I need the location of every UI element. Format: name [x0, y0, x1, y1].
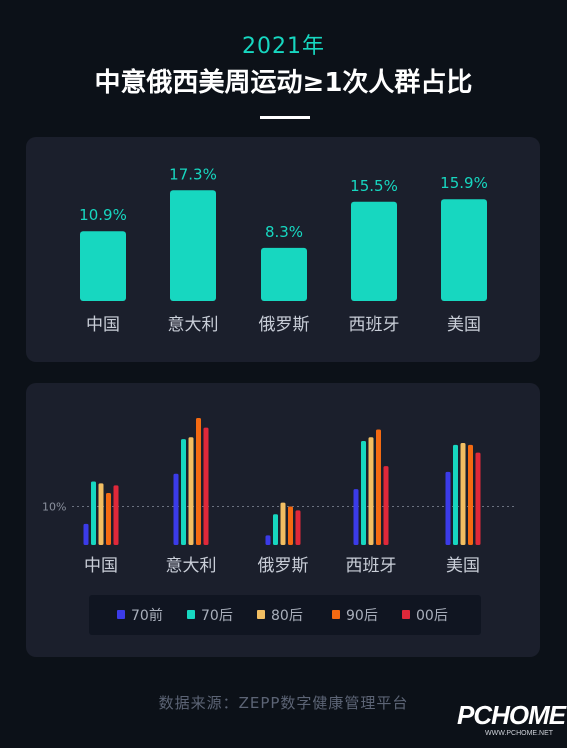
bar-2-2 — [280, 502, 286, 545]
bar-1-0 — [173, 473, 179, 545]
bar-3-3 — [376, 429, 381, 545]
bar-value-label: 15.9% — [440, 174, 488, 192]
bar-value-label: 15.5% — [350, 177, 398, 195]
legend-box — [89, 595, 481, 635]
bar-1-1 — [181, 439, 186, 545]
bar-1-2 — [188, 437, 194, 545]
bar-0-0 — [83, 523, 89, 545]
legend-label: 80后 — [271, 608, 303, 624]
legend-swatch — [332, 610, 340, 619]
overall-bar-chart-panel: 10.9% 中国 17.3% 意大利 8.3% 俄罗斯 15.5% 西班牙 15.9% 美国 — [26, 137, 540, 362]
category-label: 西班牙 — [346, 556, 397, 576]
category-label: 俄罗斯 — [258, 556, 309, 576]
bar-value-label: 8.3% — [265, 223, 303, 241]
bar-2-0 — [265, 535, 271, 545]
bar-value-label: 17.3% — [169, 165, 217, 183]
legend-swatch — [117, 610, 125, 619]
category-label: 西班牙 — [349, 315, 400, 335]
category-label: 中国 — [84, 556, 118, 576]
reference-line-label: 10% — [42, 501, 66, 514]
chart-year: 2021年 — [242, 34, 325, 59]
pchome-logo: PCHOME WWW.PCHOME.NET — [457, 700, 567, 748]
category-label: 俄罗斯 — [259, 315, 310, 335]
bar-1-4 — [203, 427, 209, 545]
bar-2-3 — [288, 506, 293, 545]
category-label: 意大利 — [168, 315, 219, 335]
title-underline — [260, 116, 310, 119]
bar-2-4 — [295, 510, 301, 545]
bar-3-4 — [383, 466, 389, 545]
bar-4-3 — [468, 444, 473, 545]
bar-2-1 — [273, 514, 278, 545]
data-source-note: 数据来源：ZEPP数字健康管理平台 — [158, 694, 409, 712]
bar-value-label: 10.9% — [79, 206, 127, 224]
bar-4-4 — [475, 452, 481, 545]
legend-label: 90后 — [346, 608, 378, 624]
bar-0-4 — [113, 485, 119, 545]
bar-3-0 — [353, 489, 359, 545]
category-label: 美国 — [447, 315, 481, 335]
logo-url: WWW.PCHOME.NET — [485, 730, 554, 737]
category-label: 意大利 — [166, 556, 217, 576]
overall-bar-chart: 10.9% 中国 17.3% 意大利 8.3% 俄罗斯 15.5% 西班牙 15.9% 美国 — [79, 165, 488, 335]
bar-0-2 — [98, 483, 104, 545]
category-label: 中国 — [86, 315, 120, 335]
legend-swatch — [402, 610, 410, 619]
bar-0-3 — [106, 493, 111, 545]
category-label: 美国 — [446, 556, 480, 576]
legend-swatch — [257, 610, 265, 619]
bar-4-1 — [453, 444, 458, 545]
bar-3-2 — [368, 437, 374, 545]
generation-bar-chart-panel: 10% 中国 意大利 俄罗斯 西班牙 美国 70前 70后 80后 90后 00后 — [26, 383, 540, 657]
generation-bar-chart: 10% 中国 意大利 俄罗斯 西班牙 美国 70前 70后 80后 90后 00后 — [42, 417, 514, 635]
bar-1 — [170, 190, 216, 301]
legend-label: 00后 — [416, 608, 448, 624]
legend-label: 70后 — [201, 608, 233, 624]
bar-4-0 — [445, 471, 451, 545]
bar-3 — [351, 201, 397, 301]
bar-0-1 — [91, 481, 96, 545]
bar-4 — [441, 199, 487, 301]
bar-3-1 — [361, 441, 366, 545]
legend-swatch — [187, 610, 195, 619]
chart-title: 中意俄西美周运动≥1次人群占比 — [94, 68, 473, 98]
bar-1-3 — [196, 417, 201, 545]
bar-0 — [80, 231, 126, 301]
bar-2 — [261, 247, 307, 301]
logo-text: PCHOME — [457, 700, 566, 730]
bar-4-2 — [460, 442, 466, 545]
legend-label: 70前 — [131, 607, 163, 624]
